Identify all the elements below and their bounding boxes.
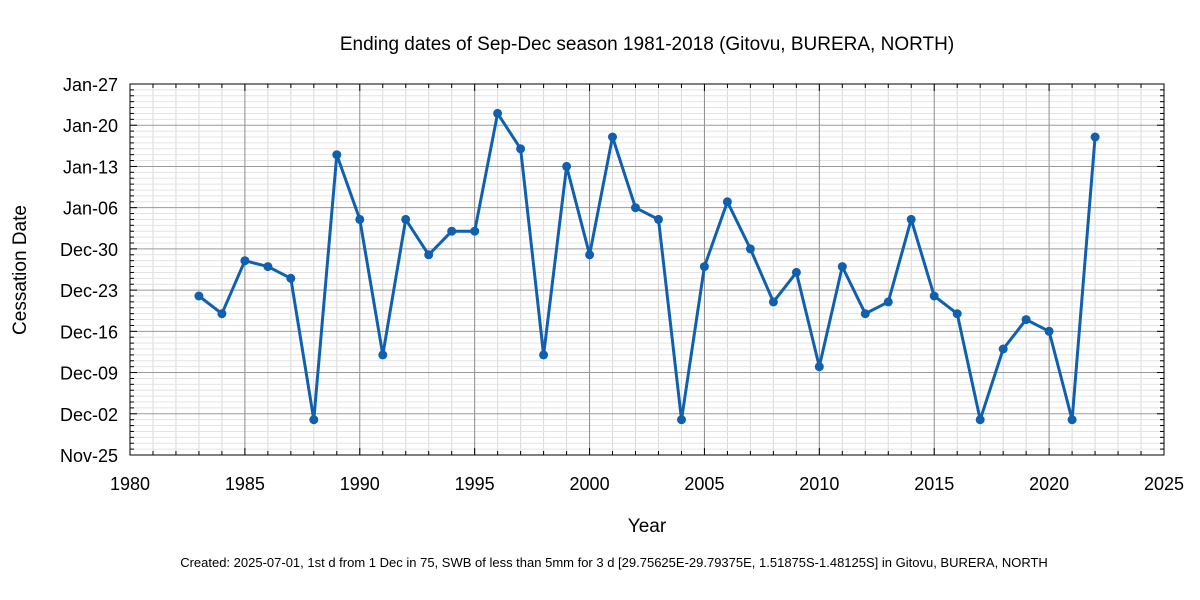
data-point	[217, 309, 227, 319]
data-point	[791, 267, 801, 277]
data-point	[585, 250, 595, 260]
data-point	[1044, 326, 1054, 336]
chart-title: Ending dates of Sep-Dec season 1981-2018…	[340, 34, 954, 55]
x-tick-label: 2000	[570, 474, 610, 494]
data-point	[631, 203, 640, 213]
data-point	[699, 262, 709, 272]
x-tick-label: 1985	[225, 474, 265, 494]
y-tick-label: Dec-23	[60, 281, 118, 301]
plot-frame	[129, 83, 1165, 456]
data-point	[952, 309, 962, 319]
axis-ticks: 1980 1985 1990 1995 2000 2005 2010 2015 2020 2025…	[60, 75, 1184, 494]
x-tick-label: 2025	[1144, 474, 1184, 494]
data-point	[194, 291, 204, 301]
x-tick-label: 2015	[914, 474, 954, 494]
data-point	[424, 250, 434, 260]
data-point	[906, 214, 916, 224]
data-point	[745, 244, 755, 254]
x-tick-label: 2010	[799, 474, 839, 494]
data-point	[309, 415, 319, 425]
data-point	[562, 161, 572, 171]
data-point	[883, 297, 893, 307]
x-tick-label: 1980	[110, 474, 150, 494]
series-line	[197, 111, 1097, 422]
data-point	[493, 108, 503, 118]
plot-grid	[130, 84, 1164, 455]
data-point	[332, 150, 342, 160]
footer-note: Created: 2025-07-01, 1st d from 1 Dec in…	[180, 555, 1048, 570]
data-point	[401, 214, 411, 224]
x-axis-label: Year	[628, 516, 667, 537]
data-point	[814, 362, 824, 372]
y-axis-label: Cessation Date	[10, 205, 31, 335]
data-series	[194, 108, 1100, 425]
y-tick-label: Jan-20	[63, 116, 118, 136]
y-tick-label: Dec-02	[60, 405, 118, 425]
data-point	[1090, 132, 1100, 142]
data-point	[539, 350, 549, 360]
x-tick-label: 1990	[340, 474, 380, 494]
y-tick-label: Dec-09	[60, 364, 118, 384]
y-tick-label: Jan-27	[63, 75, 118, 95]
data-point	[240, 256, 250, 266]
data-point	[975, 415, 985, 425]
y-tick-label: Dec-16	[60, 322, 118, 342]
y-tick-label: Dec-30	[60, 240, 118, 260]
data-point	[470, 226, 480, 236]
x-tick-label: 2005	[684, 474, 724, 494]
data-point	[516, 144, 526, 154]
data-point	[677, 415, 686, 425]
y-tick-label: Nov-25	[60, 446, 118, 466]
y-tick-label: Jan-06	[63, 199, 118, 219]
data-point	[286, 273, 296, 283]
data-point	[378, 350, 388, 360]
data-point	[355, 214, 365, 224]
data-point	[768, 297, 778, 307]
data-point	[722, 197, 732, 207]
x-tick-label: 2020	[1029, 474, 1069, 494]
data-point	[1021, 315, 1031, 325]
data-point	[929, 291, 939, 301]
y-tick-label: Jan-13	[63, 157, 118, 177]
data-point	[1067, 415, 1077, 425]
x-tick-label: 1995	[455, 474, 495, 494]
data-point	[447, 226, 457, 236]
data-point	[860, 309, 870, 319]
data-point	[263, 262, 273, 272]
data-point	[608, 132, 617, 142]
data-point	[998, 344, 1008, 354]
data-point	[654, 214, 663, 224]
data-point	[837, 262, 847, 272]
